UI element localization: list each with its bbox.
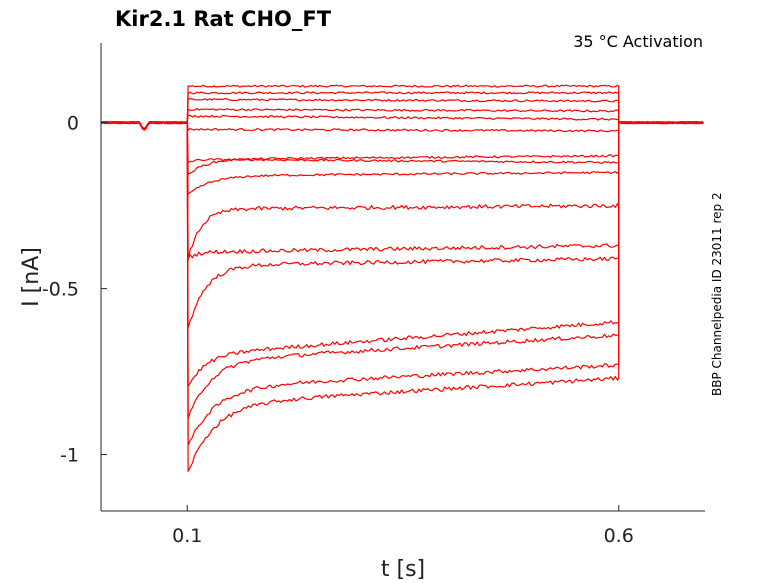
current-trace-10 bbox=[100, 121, 704, 261]
current-trace-5 bbox=[100, 114, 704, 130]
y-ticks: 0 -0.5 -1 bbox=[42, 113, 107, 467]
y-tick-label: -0.5 bbox=[42, 279, 79, 301]
x-tick-label: 0.1 bbox=[172, 525, 202, 547]
current-trace-1 bbox=[100, 84, 704, 131]
current-trace-9 bbox=[100, 121, 704, 195]
plot-area: 0 -0.5 -1 0.1 0.6 bbox=[42, 43, 705, 547]
current-trace-11 bbox=[100, 121, 704, 259]
x-tick-label: 0.6 bbox=[604, 525, 634, 547]
current-trace-6 bbox=[100, 121, 704, 133]
y-tick-label: -1 bbox=[60, 445, 79, 467]
current-trace-14 bbox=[100, 121, 704, 420]
temperature-annotation: 35 °C Activation bbox=[573, 32, 703, 51]
y-axis-label: I [nA] bbox=[19, 247, 44, 307]
current-trace-3 bbox=[100, 98, 704, 130]
x-ticks: 0.1 0.6 bbox=[172, 505, 634, 547]
current-trace-16 bbox=[100, 121, 704, 472]
current-traces bbox=[100, 84, 704, 472]
y-tick-label: 0 bbox=[67, 113, 79, 135]
current-trace-15 bbox=[100, 121, 704, 446]
channelpedia-id-label: BBP Channelpedia ID 23011 rep 2 bbox=[710, 192, 724, 396]
current-trace-12 bbox=[100, 121, 704, 329]
chart-title: Kir2.1 Rat CHO_FT bbox=[115, 7, 332, 31]
x-axis-label: t [s] bbox=[381, 557, 425, 582]
